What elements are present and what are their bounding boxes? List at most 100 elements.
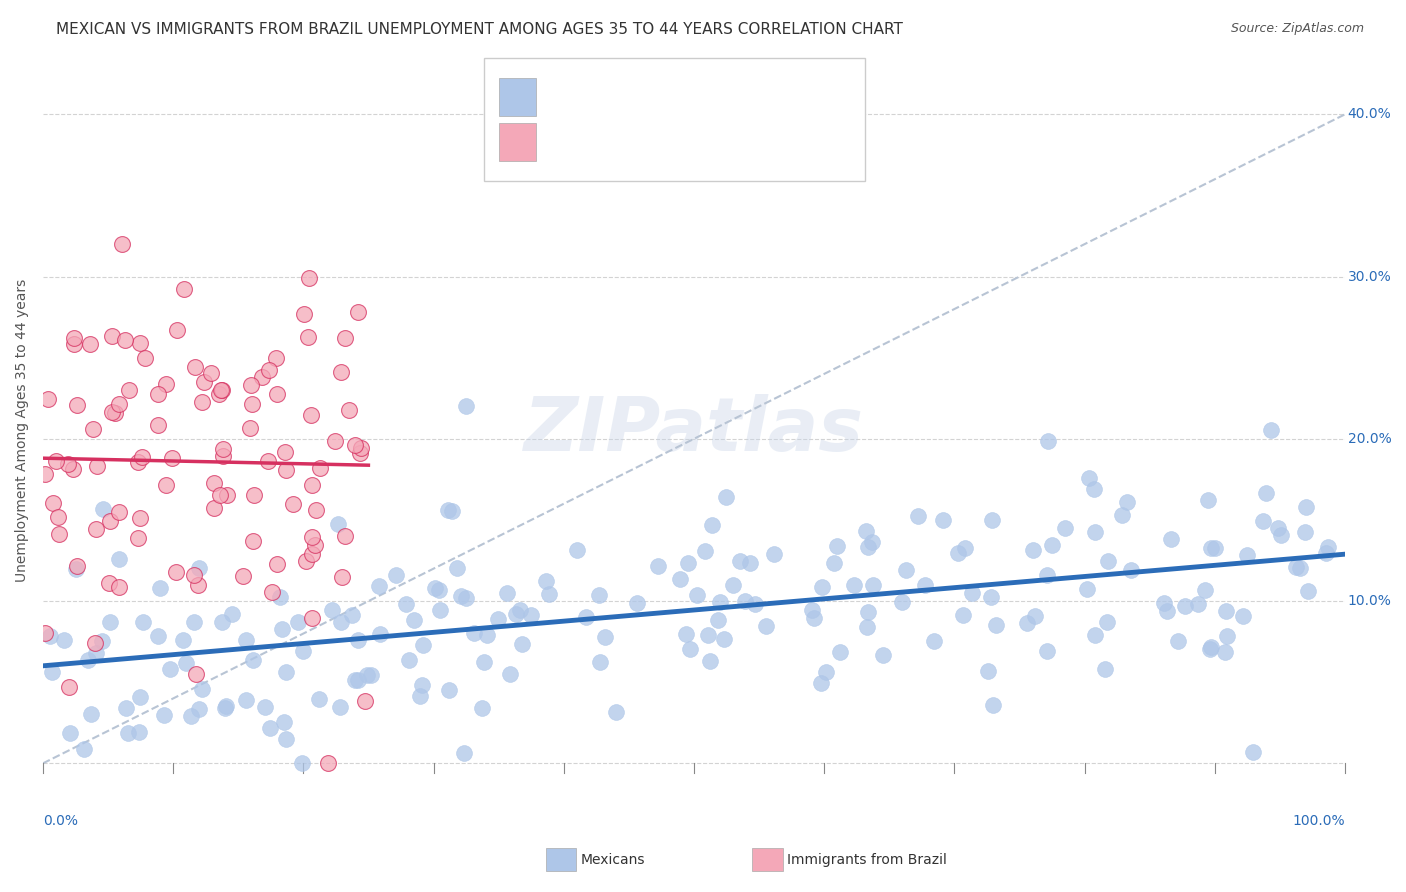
Point [1216, 629, 1239, 643]
Point [208, 387, 231, 401]
Point [173, 282, 195, 296]
Point [856, 605, 879, 619]
Text: Source: ZipAtlas.com: Source: ZipAtlas.com [1230, 22, 1364, 36]
Point [129, 511, 152, 525]
Point [1236, 548, 1258, 562]
Point [211, 442, 233, 457]
Text: 0.0%: 0.0% [44, 814, 77, 829]
Point [184, 667, 207, 681]
Point [301, 547, 323, 561]
Y-axis label: Unemployment Among Ages 35 to 44 years: Unemployment Among Ages 35 to 44 years [15, 279, 30, 582]
Point [605, 705, 627, 719]
Point [214, 701, 236, 715]
Point [34, 467, 56, 481]
Point [709, 595, 731, 609]
Point [1256, 486, 1278, 500]
Point [346, 673, 368, 688]
Point [209, 383, 232, 397]
Point [148, 418, 170, 433]
Point [335, 529, 357, 543]
Point [191, 395, 214, 409]
Point [519, 607, 541, 622]
Point [429, 603, 451, 617]
Point [575, 610, 598, 624]
Point [118, 383, 141, 397]
Point [453, 746, 475, 760]
Point [343, 438, 366, 452]
Point [626, 596, 648, 610]
Point [84, 635, 107, 649]
Point [308, 692, 330, 706]
Point [713, 632, 735, 646]
Point [264, 351, 287, 365]
Point [270, 623, 292, 637]
Point [1111, 508, 1133, 522]
Point [707, 613, 730, 627]
Point [129, 690, 152, 704]
Point [107, 580, 129, 594]
Point [37, 392, 59, 406]
Point [240, 377, 263, 392]
Text: 198: 198 [693, 88, 725, 103]
Point [762, 547, 785, 561]
Point [153, 707, 176, 722]
Point [498, 667, 520, 681]
Point [101, 405, 124, 419]
Point [283, 497, 305, 511]
Point [188, 560, 211, 574]
Point [321, 603, 343, 617]
Point [193, 376, 215, 390]
Point [343, 673, 366, 688]
Point [34, 626, 56, 640]
Point [329, 699, 352, 714]
Point [86, 458, 108, 473]
Point [914, 578, 936, 592]
Point [187, 702, 209, 716]
Point [131, 450, 153, 464]
Point [463, 625, 485, 640]
Point [814, 665, 837, 679]
Point [1084, 628, 1107, 642]
Point [84, 646, 107, 660]
Point [101, 328, 124, 343]
Point [202, 476, 225, 491]
Point [149, 581, 172, 595]
Point [347, 632, 370, 647]
Point [259, 721, 281, 735]
Point [1084, 524, 1107, 539]
Point [441, 504, 464, 518]
Point [828, 645, 851, 659]
Point [437, 683, 460, 698]
Point [232, 569, 254, 583]
Text: 100: 100 [693, 133, 725, 147]
Point [1022, 543, 1045, 558]
Point [66, 559, 89, 574]
Point [342, 607, 364, 622]
Point [1198, 641, 1220, 656]
Point [242, 534, 264, 549]
Point [242, 653, 264, 667]
Point [65, 562, 87, 576]
Point [647, 559, 669, 574]
Point [952, 608, 974, 623]
Point [62, 462, 84, 476]
Point [250, 370, 273, 384]
Point [93, 502, 115, 516]
Point [53, 632, 76, 647]
Point [200, 366, 222, 380]
Point [981, 512, 1004, 526]
Point [132, 615, 155, 629]
Point [174, 656, 197, 670]
Point [1167, 633, 1189, 648]
Point [368, 627, 391, 641]
Point [128, 336, 150, 351]
Point [721, 578, 744, 592]
Point [183, 359, 205, 374]
Point [907, 508, 929, 523]
Point [187, 577, 209, 591]
Point [117, 726, 139, 740]
Point [894, 563, 917, 577]
Point [262, 584, 284, 599]
Point [269, 590, 291, 604]
Point [844, 578, 866, 592]
